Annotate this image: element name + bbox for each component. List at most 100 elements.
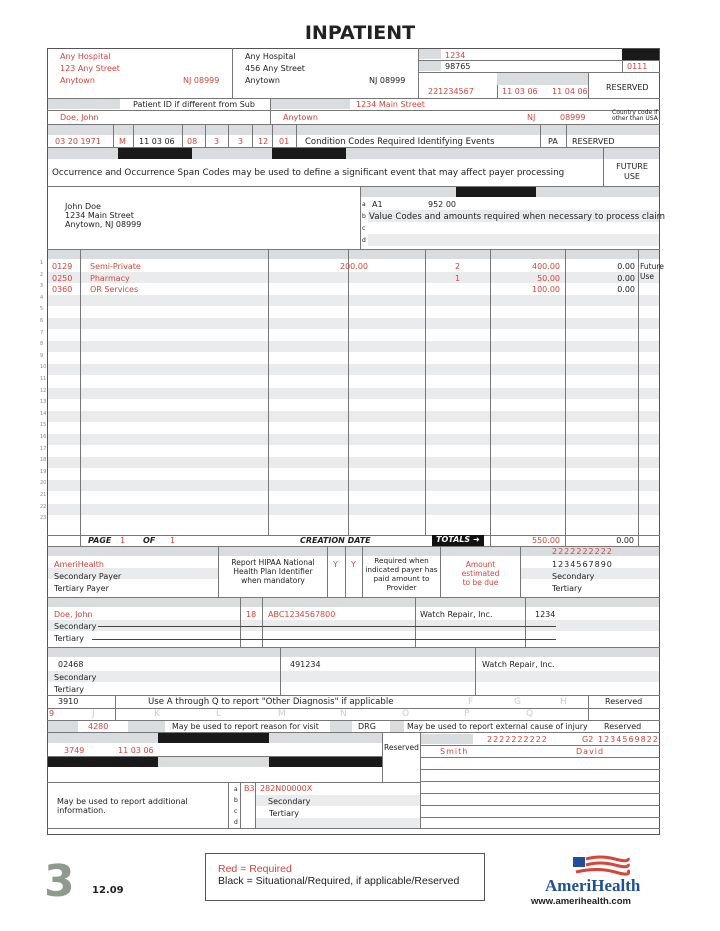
responsible-line3: Anytown, NJ 08999: [65, 220, 142, 229]
noncovered-charges: 0.00: [617, 273, 635, 283]
value-code-row-letter: b: [362, 213, 366, 220]
ub04-form: [47, 48, 660, 835]
cc-letter: c: [234, 808, 238, 815]
admission-source: 3: [238, 137, 244, 146]
est-note-3: to be due: [462, 578, 499, 587]
line-number: 8: [40, 341, 44, 348]
row-stripe: [48, 457, 659, 469]
description: Semi-Private: [90, 262, 141, 271]
prior-note-2: indicated payer has: [365, 565, 438, 574]
group-number: 1234: [535, 610, 556, 619]
remarks-line1: May be used to report additional: [57, 797, 188, 806]
page-of-label: OF: [143, 536, 156, 545]
provider-street: 123 Any Street: [60, 64, 120, 73]
provider-city: Anytown: [60, 76, 95, 85]
row-stripe: [48, 318, 659, 329]
tertiary-arrow-line: [92, 639, 556, 640]
brand-name: AmeriHealth: [545, 876, 641, 895]
est-amount-note: Amount estimated to be due: [441, 560, 520, 587]
row-stripe: [48, 387, 659, 399]
revenue-code: 0360: [52, 285, 73, 295]
arrow-right-icon: ➜: [472, 535, 480, 544]
attending-last-name: Smith: [440, 747, 469, 756]
description: Pharmacy: [90, 273, 130, 283]
line-number: 13: [40, 399, 47, 406]
box68-reserved: Reserved: [605, 697, 643, 706]
assignment-benefits: Y: [351, 560, 356, 569]
provider-state-zip: NJ 08999: [183, 76, 220, 85]
patient-id-note: Patient ID if different from Sub: [133, 100, 255, 109]
payer-tertiary: Tertiary Payer: [54, 584, 109, 593]
document-control-number: 491234: [290, 660, 321, 669]
responsible-line2: 1234 Main Street: [65, 211, 134, 220]
remarks-line2: information.: [57, 806, 106, 815]
insured-tertiary: Tertiary: [54, 634, 85, 643]
value-code-row-letter: d: [362, 237, 366, 244]
line-number: 4: [40, 294, 44, 301]
statement-through: 11 04 06: [552, 87, 588, 96]
legend-red: Red = Required: [218, 863, 292, 875]
line-number: 11: [40, 376, 47, 382]
brand-url: www.amerihealth.com: [531, 896, 631, 907]
revenue-code: 0250: [52, 273, 73, 283]
release-info: Y: [333, 560, 338, 569]
cc-letter: a: [234, 786, 238, 793]
cc-letter: d: [234, 819, 238, 826]
treatment-auth-1: 02468: [58, 660, 84, 669]
row-stripe: [48, 364, 659, 376]
employer-name: Watch Repair, Inc.: [482, 660, 555, 669]
row-stripe: [48, 434, 659, 445]
poa-indicator: 9: [49, 709, 55, 718]
prior-note-1: Required when: [374, 556, 429, 565]
billing-npi: 2222222222: [552, 547, 613, 556]
diagnosis-letter: H: [560, 697, 567, 707]
line-number: 18: [40, 457, 47, 464]
attending-npi: 2222222222: [487, 735, 548, 744]
cc-letter: b: [234, 797, 238, 804]
diagnosis-letter: G: [514, 697, 521, 707]
patient-status: 01: [279, 137, 290, 146]
line-number: 10: [40, 364, 47, 371]
prior-note-3: paid amount to: [373, 574, 430, 583]
future-use-line1: FUTURE: [616, 162, 648, 171]
creation-date-label: CREATION DATE: [300, 536, 371, 545]
line-number: 17: [40, 445, 47, 452]
line-item-row: 0129 Semi-Private 200.00 2 400.00 0.00: [47, 262, 660, 273]
insured-secondary: Secondary: [54, 622, 97, 631]
cc-tertiary: Tertiary: [269, 809, 300, 818]
line-number: 14: [40, 410, 47, 417]
accident-state: PA: [548, 137, 558, 146]
line-number: 3: [40, 283, 44, 290]
line-number: 5: [40, 306, 44, 313]
country-note-2: other than USA: [612, 115, 658, 122]
health-plan-note-1: Report HIPAA National: [231, 558, 315, 567]
sex: M: [119, 137, 126, 146]
patient-state: NJ: [527, 113, 536, 122]
value-amount: 952 00: [428, 200, 456, 209]
fed-tax-no: 221234567: [428, 87, 474, 96]
line-number: 7: [40, 329, 44, 336]
principal-procedure-date: 11 03 06: [118, 746, 154, 755]
page-title: INPATIENT: [304, 22, 416, 44]
patient-name: Doe, John: [60, 113, 99, 122]
payer-secondary: Secondary Payer: [54, 572, 122, 581]
noncovered-charges: 0.00: [617, 285, 635, 295]
line-item-row: 0360 OR Services 100.00 0.00: [47, 285, 660, 296]
page-label: PAGE: [88, 536, 112, 545]
box7-reserved: RESERVED: [606, 83, 649, 92]
footer-page-number: 3: [44, 856, 75, 907]
prior-payments-note: Required when indicated payer has paid a…: [363, 556, 440, 592]
patient-city: Anytown: [283, 113, 318, 122]
principal-procedure-code: 3749: [64, 746, 85, 755]
noncovered-charges: 0.00: [617, 262, 635, 271]
other-prv-id-3: Tertiary: [552, 584, 583, 593]
est-note-2: estimated: [461, 569, 500, 578]
responsible-line1: John Doe: [65, 202, 101, 211]
patient-zip: 08999: [560, 113, 586, 122]
attending-id: 1234569822: [598, 735, 659, 744]
line-number: 23: [40, 515, 47, 522]
total-charges: 400.00: [532, 262, 560, 271]
cc-qualifier: B3: [244, 784, 255, 793]
occurrence-note: Occurrence and Occurrence Span Codes may…: [52, 168, 565, 178]
patient-street: 1234 Main Street: [356, 100, 425, 109]
